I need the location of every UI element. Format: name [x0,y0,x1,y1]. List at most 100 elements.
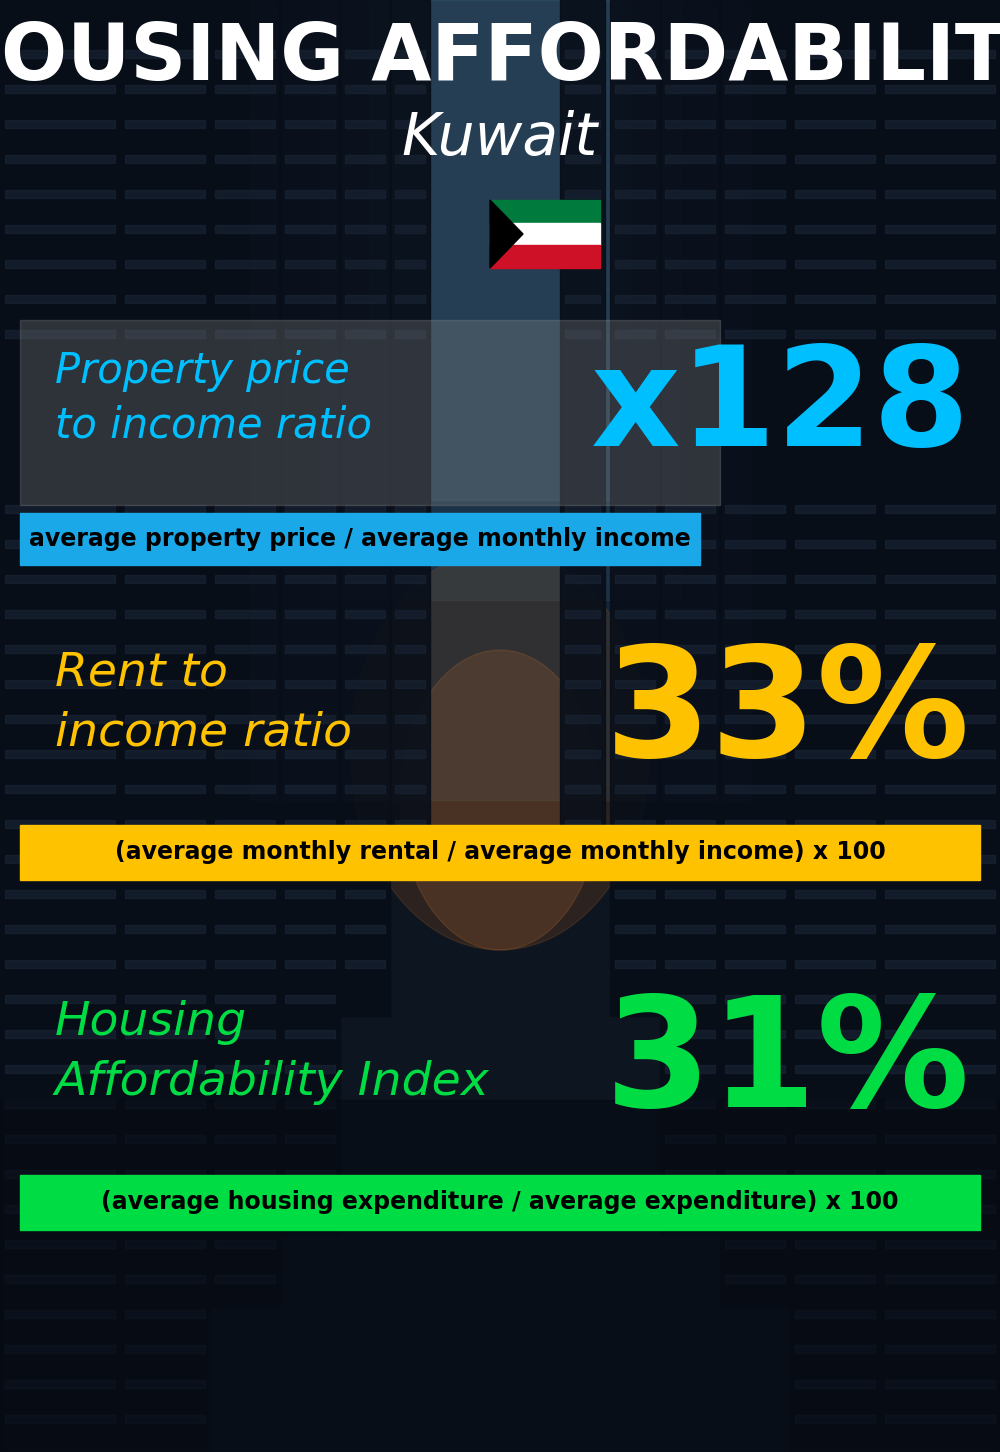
Bar [795,1029,875,1038]
Bar [795,121,875,128]
Bar [565,610,600,619]
Bar [565,330,600,338]
Bar [725,610,785,619]
Bar [885,575,995,584]
Bar [20,825,980,880]
Bar [345,890,385,897]
Bar [725,190,785,197]
Bar [125,1240,205,1249]
Bar [5,1170,115,1178]
Bar [215,820,275,828]
Bar [215,121,275,128]
Bar [395,49,425,58]
Bar [340,0,390,1016]
Bar [885,820,995,828]
Bar [345,155,385,163]
Bar [395,330,425,338]
Bar [215,190,275,197]
Bar [125,575,205,584]
Bar [565,225,600,232]
Bar [795,995,875,1003]
Bar [125,1135,205,1143]
Bar [20,513,700,565]
Bar [795,1064,875,1073]
Bar [615,330,655,338]
Bar [795,645,875,653]
Bar [345,295,385,303]
Bar [615,225,655,232]
Bar [215,751,275,758]
Bar [280,0,340,1234]
Bar [395,260,425,269]
Bar [725,49,785,58]
Bar [885,1416,995,1423]
Bar [885,1101,995,1108]
Bar [345,260,385,269]
Bar [215,925,275,934]
Bar [285,505,335,513]
Bar [125,505,205,513]
Bar [665,1064,715,1073]
Bar [395,610,425,619]
Bar [665,1170,715,1178]
Polygon shape [490,200,523,269]
Bar [215,260,275,269]
Bar [565,295,600,303]
Bar [125,1101,205,1108]
Bar [5,260,115,269]
Bar [615,786,655,793]
Text: income ratio: income ratio [55,710,352,755]
Bar [125,890,205,897]
Bar [615,49,655,58]
Bar [795,86,875,93]
Bar [395,190,425,197]
Bar [615,540,655,547]
Bar [665,751,715,758]
Bar [345,714,385,723]
Bar [345,786,385,793]
Bar [565,714,600,723]
Bar [285,786,335,793]
Bar [565,680,600,688]
Bar [215,295,275,303]
Bar [565,86,600,93]
Bar [5,1135,115,1143]
Bar [795,295,875,303]
Bar [885,505,995,513]
Bar [885,1205,995,1212]
Bar [5,960,115,968]
Bar [885,1310,995,1318]
Bar [795,1379,875,1388]
Bar [285,1135,335,1143]
Bar [5,610,115,619]
Bar [885,86,995,93]
Bar [885,786,995,793]
Bar [725,86,785,93]
Bar [285,1029,335,1038]
Bar [395,540,425,547]
Bar [725,855,785,862]
Text: HOUSING AFFORDABILITY: HOUSING AFFORDABILITY [0,20,1000,96]
Bar [565,260,600,269]
Bar [5,1310,115,1318]
Bar [0,0,120,1452]
Bar [215,225,275,232]
Bar [5,890,115,897]
Bar [5,505,115,513]
Bar [665,680,715,688]
Bar [725,680,785,688]
Bar [285,1101,335,1108]
Bar [665,1135,715,1143]
Bar [125,1379,205,1388]
Bar [725,786,785,793]
Bar [5,1064,115,1073]
Bar [795,540,875,547]
Bar [665,505,715,513]
Text: (average housing expenditure / average expenditure) x 100: (average housing expenditure / average e… [101,1191,899,1214]
Bar [565,505,600,513]
Bar [5,925,115,934]
Bar [795,820,875,828]
Bar [20,319,720,505]
Bar [285,540,335,547]
Bar [725,225,785,232]
